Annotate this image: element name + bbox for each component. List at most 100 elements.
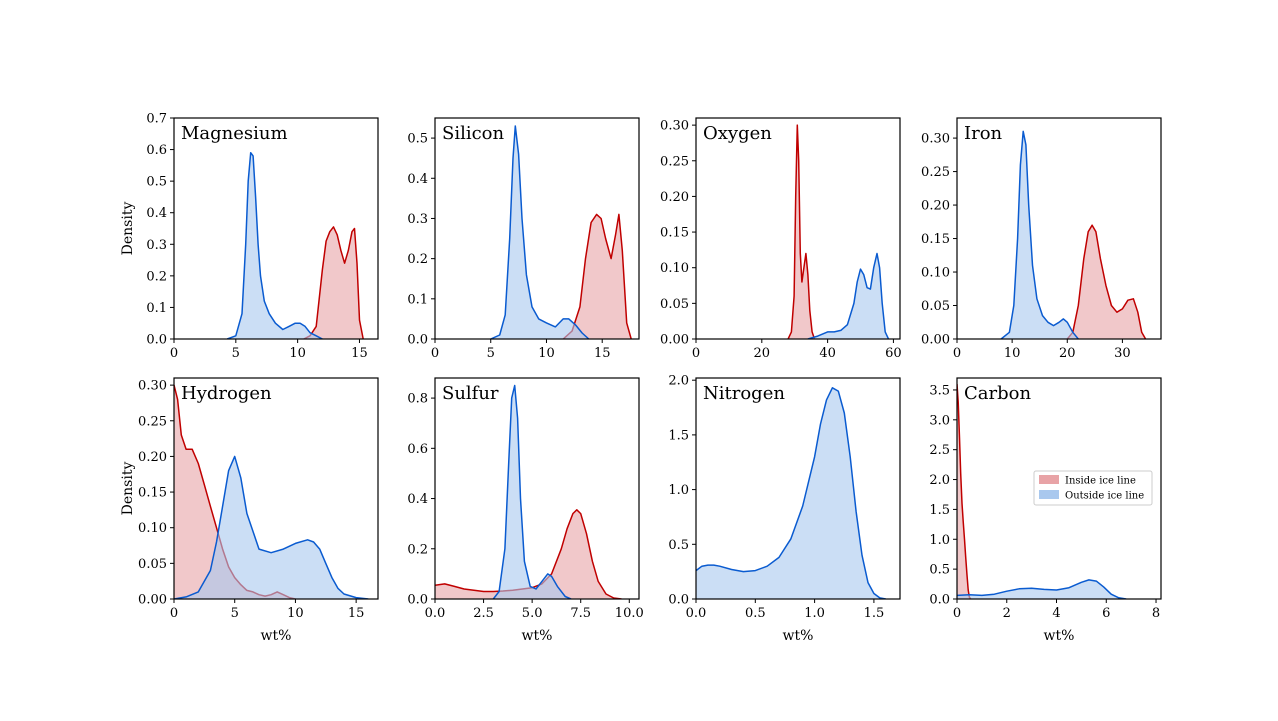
y-tick-label: 0.2	[407, 252, 428, 267]
series-inside-area	[435, 509, 622, 599]
series-inside-line	[957, 383, 972, 599]
x-tick-label: 10	[287, 606, 304, 621]
y-tick-label: 0.8	[407, 392, 428, 407]
y-tick-label: 0.00	[921, 333, 950, 348]
legend-label-outside: Outside ice line	[1065, 491, 1144, 502]
y-tick-label: 0.5	[407, 132, 428, 147]
panel-title: Magnesium	[181, 123, 288, 144]
y-tick-label: 0.15	[138, 486, 167, 501]
series-outside-area	[174, 456, 369, 599]
series-inside-area	[303, 226, 364, 339]
x-axis-label: wt%	[783, 628, 814, 644]
series-outside-line	[696, 387, 886, 599]
panel-sulfur: 0.0 2.5 5.0 7.5 10.0 0.0 0.2 0.4 0.6 0.8 Sulfur wt%	[407, 377, 644, 644]
x-tick-label: 10	[289, 346, 306, 361]
y-tick-label: 0.5	[668, 538, 689, 553]
y-tick-label: 0.0	[407, 333, 428, 348]
y-tick-label: 0.6	[146, 143, 167, 158]
x-tick-label: 5	[231, 606, 239, 621]
x-tick-label: 2.5	[473, 606, 494, 621]
y-tick-label: 0.2	[146, 269, 167, 284]
y-tick-label: 1.0	[929, 533, 950, 548]
legend: Inside ice line Outside ice line	[1033, 470, 1153, 506]
x-tick-label: 8	[1152, 606, 1160, 621]
y-tick-label: 0.0	[668, 593, 689, 608]
legend-swatch-inside	[1039, 475, 1059, 484]
x-tick-label: 1.5	[864, 606, 885, 621]
y-tick-label: 0.3	[407, 212, 428, 227]
y-axis-label: Density	[120, 462, 136, 516]
x-tick-label: 1.0	[804, 606, 825, 621]
x-tick-label: 5	[487, 346, 495, 361]
series-outside-line	[957, 579, 1127, 599]
axes-frame	[434, 117, 640, 340]
legend-label-inside: Inside ice line	[1065, 476, 1136, 487]
series-inside-line	[303, 226, 364, 339]
series-inside-area	[788, 125, 815, 339]
x-tick-label: 10	[538, 346, 555, 361]
y-tick-label: 0.05	[660, 297, 689, 312]
panel-title: Sulfur	[442, 383, 499, 404]
y-tick-label: 0.05	[921, 299, 950, 314]
series-outside-area	[807, 253, 889, 339]
panel-silicon: 0 5 10 15 0.0 0.1 0.2 0.3 0.4 0.5 Silicon	[407, 117, 640, 361]
series-outside-area	[490, 126, 589, 339]
y-tick-label: 0.5	[929, 563, 950, 578]
y-tick-label: 0.10	[921, 266, 950, 281]
y-tick-label: 0.1	[146, 301, 167, 316]
y-tick-label: 0.0	[146, 333, 167, 348]
series-inside-line	[1066, 224, 1147, 339]
x-tick-label: 20	[1059, 346, 1076, 361]
y-tick-label: 0.4	[407, 492, 428, 507]
y-tick-label: 0.4	[407, 172, 428, 187]
y-tick-label: 0.30	[138, 379, 167, 394]
panel-oxygen: 0 20 40 60 0.00 0.05 0.10 0.15 0.20 0.25 0.30 Oxyge…	[660, 117, 902, 361]
y-tick-label: 0.5	[146, 175, 167, 190]
series-inside-line	[562, 213, 632, 339]
y-tick-label: 0.25	[138, 414, 167, 429]
x-tick-label: 10.0	[615, 606, 644, 621]
y-tick-label: 0.6	[407, 442, 428, 457]
x-axis-label: wt%	[261, 628, 292, 644]
series-inside-line	[787, 124, 816, 339]
x-tick-label: 0	[953, 346, 961, 361]
x-tick-label: 15	[594, 346, 611, 361]
y-tick-label: 2.0	[668, 374, 689, 389]
panel-title: Oxygen	[703, 123, 772, 144]
panel-iron: 0 10 20 30 0.00 0.05 0.10 0.15 0.20 0.25 0.30 Iron	[921, 117, 1162, 361]
x-tick-label: 60	[885, 346, 902, 361]
panel-nitrogen: 0.0 0.5 1.0 1.5 0.0 0.5 1.0 1.5 2.0 Nitrogen wt%	[668, 374, 901, 644]
y-tick-label: 0.00	[660, 333, 689, 348]
panel-title: Iron	[964, 123, 1003, 144]
y-tick-label: 0.05	[138, 557, 167, 572]
series-outside-area	[493, 385, 571, 599]
y-tick-label: 0.20	[921, 199, 950, 214]
series-outside-line	[1000, 130, 1079, 339]
y-tick-label: 0.25	[660, 154, 689, 169]
axes-frame	[956, 117, 1162, 340]
series-outside-line	[807, 252, 890, 339]
x-axis-label: wt%	[1044, 628, 1075, 644]
series-inside-area	[1067, 225, 1146, 339]
x-tick-label: 15	[351, 346, 368, 361]
y-tick-label: 0.3	[146, 238, 167, 253]
x-tick-label: 10	[1004, 346, 1021, 361]
axes-frame	[173, 377, 379, 600]
x-tick-label: 4	[1052, 606, 1060, 621]
y-tick-label: 0.30	[660, 119, 689, 134]
series-outside-line	[492, 384, 572, 599]
y-tick-label: 0.20	[138, 450, 167, 465]
y-tick-label: 0.0	[929, 593, 950, 608]
series-inside-area	[174, 385, 296, 599]
panel-title: Nitrogen	[703, 383, 785, 404]
x-tick-label: 5	[232, 346, 240, 361]
x-tick-label: 5.0	[522, 606, 543, 621]
x-tick-label: 0	[953, 606, 961, 621]
axes-frame	[173, 117, 379, 340]
y-tick-label: 2.5	[929, 443, 950, 458]
x-tick-label: 0	[692, 346, 700, 361]
panel-title: Hydrogen	[181, 383, 272, 404]
panel-carbon: 0 2 4 6 8 0.0 0.5 1.0 1.5 2.0 2.5 3.0 3.5 Carbon wt%	[929, 377, 1162, 644]
x-tick-label: 0	[170, 346, 178, 361]
